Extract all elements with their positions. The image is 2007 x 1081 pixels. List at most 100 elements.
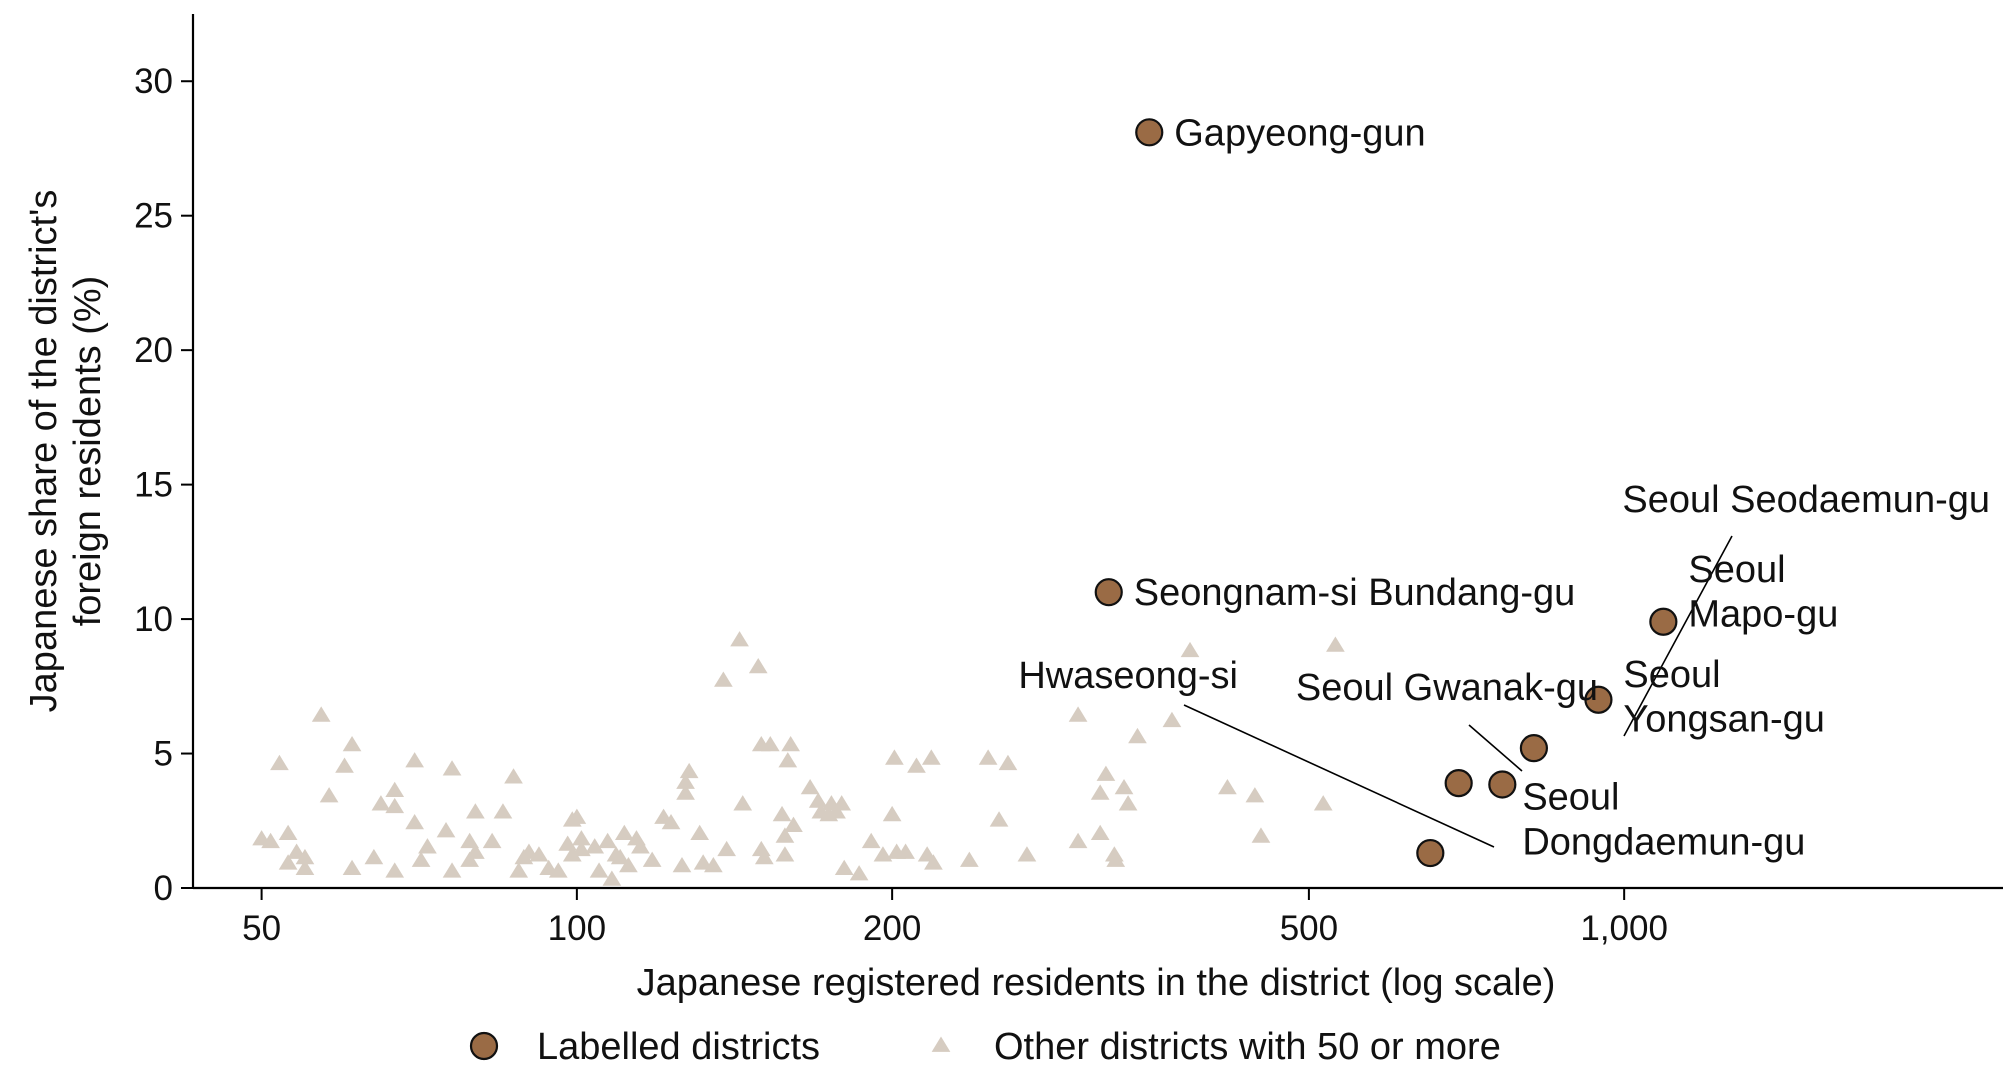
- labelled-districts-points: [1094, 118, 1678, 868]
- other-district-point: [1326, 636, 1345, 652]
- other-district-point: [775, 846, 795, 862]
- other-district-point: [411, 851, 431, 867]
- other-district-point: [998, 754, 1018, 771]
- other-district-point: [832, 795, 852, 811]
- other-district-point: [989, 811, 1009, 827]
- other-district-point: [661, 813, 681, 830]
- other-district-point: [364, 848, 384, 865]
- legend-marker-other: [931, 1036, 951, 1052]
- plot-area: 0 5 10 15 20 25 30 50 100 200 500 1,000 Gapyeong-g…: [134, 14, 2003, 948]
- other-district-point: [610, 848, 630, 865]
- other-district-point: [631, 838, 650, 854]
- other-district-point: [572, 830, 591, 846]
- other-district-point: [849, 865, 869, 881]
- other-district-point: [748, 657, 768, 674]
- other-district-point: [775, 827, 795, 843]
- other-district-point: [295, 848, 315, 865]
- other-district-point: [978, 749, 998, 765]
- other-district-point: [405, 752, 424, 768]
- other-district-point: [614, 824, 634, 841]
- point-label: Seoul Seodaemun-gu: [1622, 479, 1990, 521]
- y-tick-label: 20: [134, 331, 173, 370]
- other-district-point: [714, 671, 733, 687]
- legend-label-labelled: Labelled districts: [537, 1026, 820, 1068]
- y-axis-ticks: 0 5 10 15 20 25 30: [134, 62, 193, 908]
- other-district-point: [385, 862, 405, 878]
- x-tick-label: 200: [863, 909, 921, 948]
- other-district-point: [1090, 824, 1110, 841]
- point-label: Seongnam-si Bundang-gu: [1134, 572, 1576, 614]
- other-district-point: [730, 631, 749, 647]
- x-tick-label: 50: [242, 909, 281, 948]
- x-tick-label: 500: [1280, 909, 1338, 948]
- point-label: Seoul Dongdaemun-gu: [1522, 776, 1805, 863]
- other-district-point: [778, 752, 798, 768]
- other-district-point: [693, 854, 713, 870]
- other-district-point: [1096, 765, 1116, 781]
- other-district-point: [760, 735, 780, 752]
- other-district-point: [442, 862, 462, 878]
- legend-marker-labelled: [469, 1031, 499, 1061]
- other-district-point: [567, 808, 587, 824]
- other-district-point: [642, 851, 662, 867]
- other-district-point: [676, 784, 695, 800]
- y-tick-label: 15: [134, 466, 173, 505]
- other-district-point: [261, 832, 280, 849]
- other-district-point: [690, 824, 710, 841]
- other-district-point: [754, 848, 774, 865]
- other-district-point: [1218, 779, 1237, 795]
- point-labels: Gapyeong-gun Seongnam-si Bundang-gu Seoul M…: [1018, 112, 1990, 863]
- other-district-point: [676, 773, 695, 789]
- other-district-point: [342, 735, 362, 752]
- other-district-point: [548, 862, 568, 878]
- other-district-point: [800, 779, 820, 795]
- other-district-point: [418, 838, 437, 854]
- other-district-point: [509, 862, 529, 878]
- y-tick-label: 10: [134, 600, 173, 639]
- other-district-point: [342, 859, 362, 875]
- other-district-point: [460, 832, 480, 849]
- other-district-point: [1162, 711, 1182, 728]
- other-district-point: [784, 816, 803, 832]
- other-district-point: [460, 851, 480, 867]
- other-district-point: [1090, 784, 1110, 800]
- other-district-point: [493, 803, 513, 819]
- other-district-point: [1017, 846, 1037, 862]
- point-label: Seoul Gwanak-gu: [1296, 667, 1598, 709]
- point-label: Hwaseong-si: [1018, 655, 1238, 697]
- other-district-point: [717, 840, 736, 857]
- other-district-point: [924, 854, 943, 870]
- other-district-point: [885, 749, 904, 765]
- other-district-point: [278, 854, 298, 870]
- other-district-point: [679, 762, 699, 779]
- other-district-point: [873, 846, 893, 862]
- label-leader-lines: [1183, 535, 1733, 848]
- other-district-point: [466, 843, 485, 859]
- leader-line: [1623, 535, 1733, 737]
- other-district-point: [827, 803, 846, 819]
- other-district-point: [371, 795, 391, 811]
- other-district-point: [861, 832, 881, 849]
- other-district-point: [1180, 641, 1200, 658]
- other-district-point: [896, 843, 915, 859]
- other-district-point: [385, 781, 405, 798]
- other-districts-points: [252, 631, 1345, 886]
- other-district-point: [585, 838, 605, 854]
- other-district-point: [733, 795, 753, 811]
- y-axis-title: Japanese share of the district'sforeign …: [23, 190, 109, 713]
- labelled-district-point: [1519, 734, 1549, 763]
- other-district-point: [1068, 832, 1088, 849]
- other-district-point: [1114, 779, 1134, 795]
- x-axis-ticks: 50 100 200 500 1,000: [242, 888, 1668, 948]
- y-tick-label: 0: [154, 869, 173, 908]
- legend-label-other: Other districts with 50 or more: [994, 1026, 1501, 1068]
- y-tick-label: 30: [134, 62, 173, 101]
- leader-line: [1468, 724, 1523, 772]
- other-district-point: [1068, 706, 1088, 722]
- other-district-point: [808, 792, 828, 808]
- other-district-point: [504, 768, 523, 784]
- labelled-district-point: [1416, 838, 1445, 868]
- other-district-point: [772, 805, 792, 822]
- other-district-point: [921, 749, 941, 765]
- other-district-point: [1128, 727, 1147, 744]
